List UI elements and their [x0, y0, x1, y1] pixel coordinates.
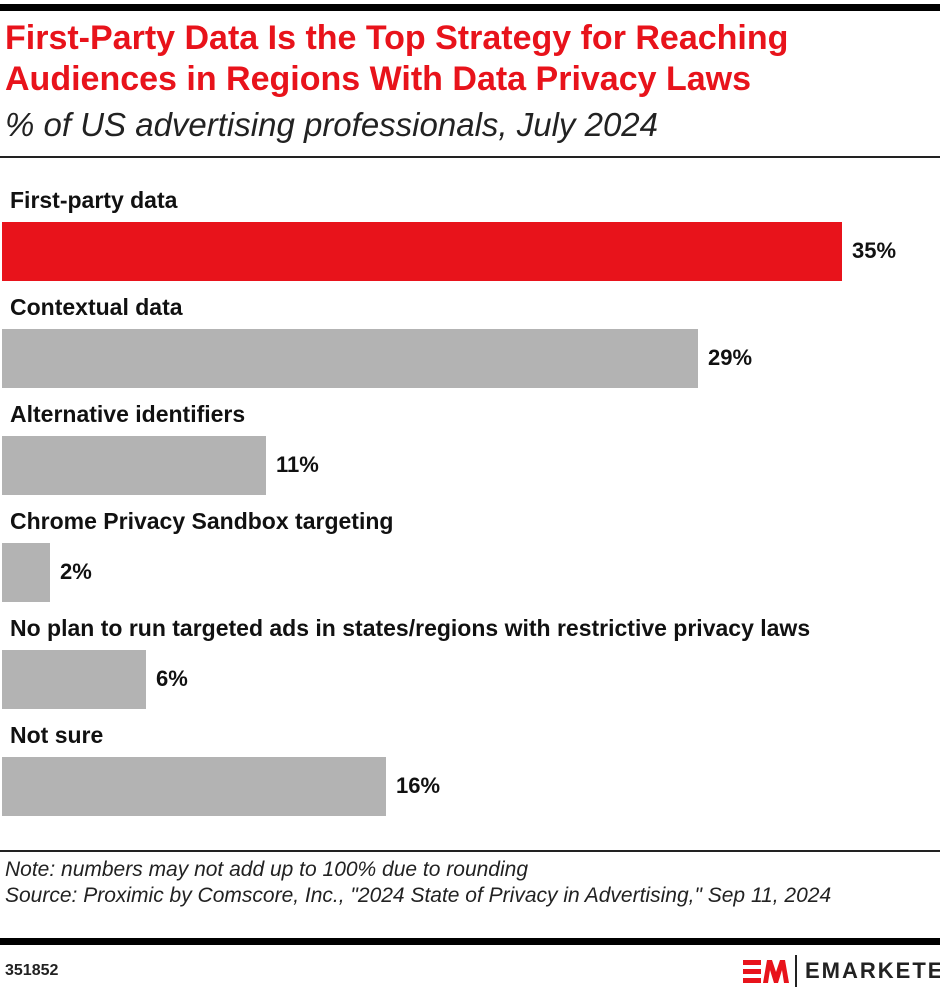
chart-title: First-Party Data Is the Top Strategy for…: [5, 19, 789, 98]
category-label: Not sure: [10, 722, 104, 748]
data-label: 16%: [396, 773, 441, 798]
bar: [2, 222, 842, 281]
data-label: 29%: [708, 345, 753, 370]
bar: [2, 329, 698, 388]
bottom-bar: [0, 938, 940, 945]
category-label: First-party data: [10, 187, 178, 213]
bar: [2, 650, 146, 709]
logo-text: EMARKETER: [805, 958, 940, 983]
category-label: Chrome Privacy Sandbox targeting: [10, 508, 394, 534]
data-label: 2%: [60, 559, 92, 584]
chart-subtitle: % of US advertising professionals, July …: [5, 106, 659, 143]
note: Note: numbers may not add up to 100% due…: [5, 858, 529, 881]
data-label: 11%: [276, 452, 319, 477]
category-label: Contextual data: [10, 294, 183, 320]
category-label: No plan to run targeted ads in states/re…: [10, 615, 811, 641]
data-label: 6%: [156, 666, 188, 691]
category-label: Alternative identifiers: [10, 401, 246, 427]
emarketer-logo: EMARKETER: [743, 955, 940, 987]
bar: [2, 436, 266, 495]
bar: [2, 757, 386, 816]
source: Source: Proximic by Comscore, Inc., "202…: [5, 884, 832, 907]
chart-id: 351852: [5, 962, 59, 979]
top-bar: [0, 4, 940, 11]
divider: [0, 850, 940, 852]
logo-divider: [795, 955, 797, 987]
data-label: 35%: [852, 238, 897, 263]
bar: [2, 543, 50, 602]
divider: [0, 156, 940, 158]
em-logo-icon: [743, 960, 789, 983]
